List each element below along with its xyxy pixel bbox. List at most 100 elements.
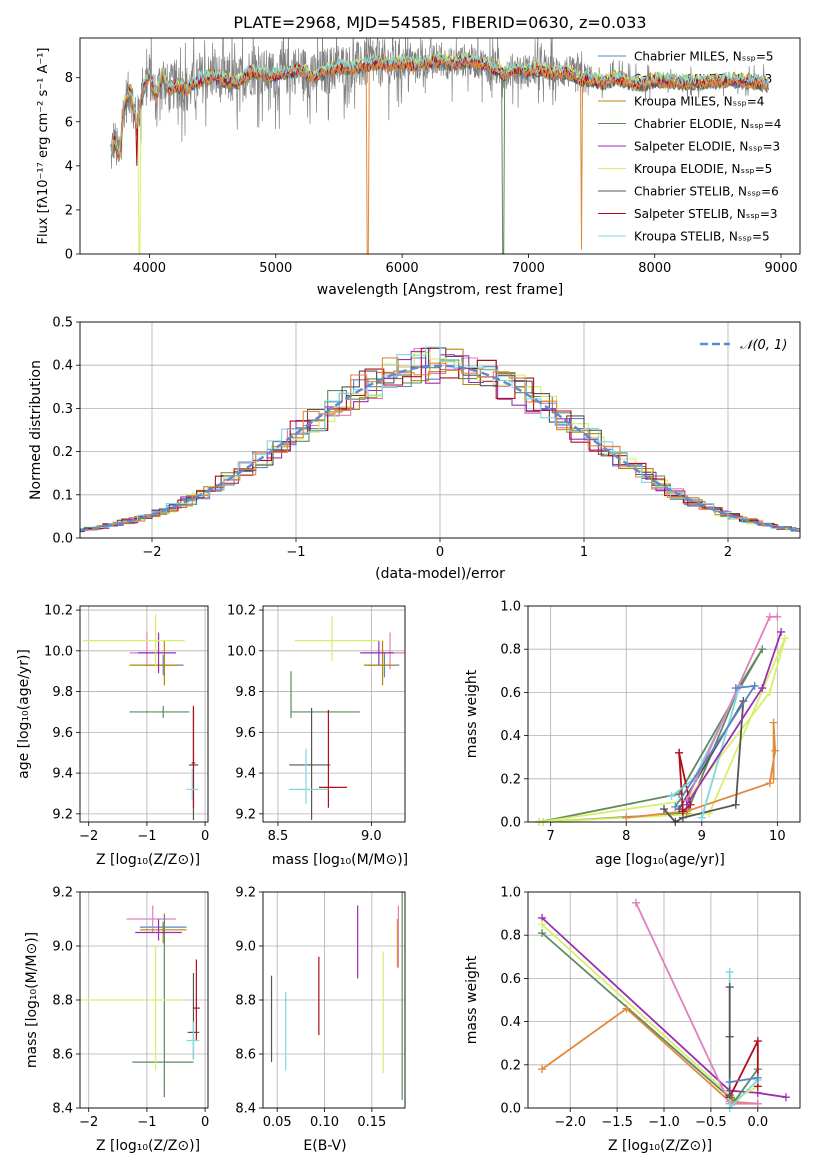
tick-label-y: 1.0 [500, 600, 521, 615]
axes-spectrum: 4000 5000 6000 7000 8000 9000 0 2 4 6 8 [65, 38, 798, 276]
mass-weight-line [541, 923, 759, 1101]
mass-weight-point [725, 983, 734, 992]
tick-label-x: 1 [580, 545, 588, 560]
axes-mass_vs_ebv: 0.05 0.10 0.15 8.4 8.6 8.8 9.0 9.2 [235, 886, 405, 1130]
tick-label-y: 0.8 [500, 929, 521, 944]
tick-label-x: −1.0 [648, 1115, 680, 1130]
tick-label-y: 9.2 [235, 886, 256, 901]
axes-age_vs_Z: −2 −1 0 9.2 9.4 9.6 9.8 10.0 10.2 [44, 604, 209, 844]
tick-label-y: 8.6 [235, 1048, 256, 1063]
tick-label-y: 9.6 [235, 726, 256, 741]
mass-weight-point [678, 807, 687, 816]
tick-label-y: 8 [65, 71, 73, 86]
massweight-Z-ylabel: mass weight [464, 955, 480, 1044]
mass-weight-point [725, 1078, 734, 1087]
mass-weight-line [729, 1076, 758, 1083]
axes-frame [79, 605, 209, 823]
residual-histogram [80, 357, 800, 532]
tick-label-x: −1.5 [601, 1115, 633, 1130]
mass-weight-point [725, 1091, 734, 1100]
legend-label: Kroupa ELODIE, Nₛₛₚ=5 [634, 162, 772, 176]
tick-label-x: −2 [79, 1115, 98, 1130]
tick-label-y: 0.6 [500, 686, 521, 701]
tick-label-y: 0.4 [500, 1015, 521, 1030]
tick-label-x: 8000 [638, 261, 671, 276]
mass-weight-point [731, 800, 740, 809]
tick-label-x: 0 [436, 545, 444, 560]
mass-weight-point [781, 1093, 790, 1102]
tick-label-x: 10 [769, 829, 786, 844]
mass-weight-point [771, 746, 780, 755]
tick-label-y: 0.0 [52, 532, 73, 547]
mass-weight-point [777, 627, 786, 636]
tick-label-x: 0 [201, 1115, 209, 1130]
tick-label-y: 10.2 [227, 604, 256, 619]
massweight-age-ylabel: mass weight [464, 669, 480, 758]
tick-label-x: 5000 [259, 261, 292, 276]
tick-label-x: 4000 [133, 261, 166, 276]
tick-label-y: 10.0 [44, 644, 73, 659]
tick-label-x: 9000 [765, 261, 798, 276]
mass-weight-line [541, 1007, 758, 1105]
axes-frame [527, 891, 801, 1109]
tick-label-y: 0.0 [500, 816, 521, 831]
mass-weight-point [671, 802, 680, 811]
gaussian-curve [79, 364, 801, 532]
mass-weight-point [622, 813, 631, 822]
mass-weight-point [675, 748, 684, 757]
tick-label-x: −1 [137, 829, 156, 844]
mass-weight-point [725, 967, 734, 976]
mass-weight-point [725, 1032, 734, 1041]
mass-weight-point [753, 1037, 762, 1046]
mass-weight-point [773, 612, 782, 621]
tick-label-y: 0.4 [52, 359, 73, 374]
tick-label-y: 0.2 [500, 1058, 521, 1073]
tick-label-y: 0.5 [52, 316, 73, 331]
mass-vs-ebv-xlabel: E(B-V) [303, 1138, 346, 1154]
axes-frame [262, 605, 406, 823]
tick-label-y: 0.8 [500, 643, 521, 658]
legend-label: 𝒩(0, 1) [740, 338, 787, 353]
mass-weight-point [697, 813, 706, 822]
residual-histogram [80, 346, 800, 533]
mass-weight-point [765, 779, 774, 788]
mass-weight-point [538, 929, 547, 938]
mass-weight-point [631, 898, 640, 907]
legend-label: Chabrier MILES, Nₛₛₚ=5 [634, 50, 774, 64]
axes-frame [79, 37, 801, 255]
mass-weight-point [622, 1004, 631, 1013]
spectrum-xlabel: wavelength [Angstrom, rest frame] [317, 282, 563, 298]
tick-label-y: 9.4 [52, 767, 73, 782]
tick-label-y: 8.8 [235, 994, 256, 1009]
mass-weight-point [769, 774, 778, 783]
axes-frame [527, 605, 801, 823]
tick-label-y: 6 [65, 115, 73, 130]
tick-label-y: 0.1 [52, 488, 73, 503]
axes-frame [79, 891, 209, 1109]
mass-weight-point [667, 792, 676, 801]
tick-label-y: 9.6 [52, 726, 73, 741]
axes-residuals: −2 −1 0 1 2 0.0 0.1 0.2 0.3 0.4 0.5 [52, 316, 801, 560]
tick-label-x: −1 [286, 545, 305, 560]
legend-label: Salpeter ELODIE, Nₛₛₚ=3 [634, 140, 780, 154]
axes-frame [262, 891, 406, 1109]
legend-label: Salpeter STELIB, Nₛₛₚ=3 [634, 207, 778, 221]
tick-label-x: 8 [622, 829, 630, 844]
age-vs-Z-xlabel: Z [log₁₀(Z/Z⊙)] [96, 852, 200, 868]
residuals-ylabel: Normed distribution [28, 360, 44, 500]
tick-label-y: 9.2 [52, 886, 73, 901]
axes-massweight_vs_age: 7 8 9 10 0.0 0.2 0.4 0.6 0.8 1.0 [500, 600, 800, 844]
tick-label-x: 9 [698, 829, 706, 844]
age-vs-Z-ylabel: age [log₁₀(age/yr)] [16, 649, 32, 779]
tick-label-x: 8.5 [268, 829, 289, 844]
tick-label-x: 0.0 [747, 1115, 768, 1130]
axes-frame [79, 321, 801, 539]
mass-weight-line [626, 722, 777, 819]
legend-label: Kroupa MILES, Nₛₛₚ=4 [634, 95, 764, 109]
mass-vs-Z-ylabel: mass [log₁₀(M/M⊙)] [24, 932, 40, 1068]
mass-weight-point [750, 681, 759, 690]
tick-label-y: 9.8 [52, 685, 73, 700]
mass-weight-point [765, 612, 774, 621]
mass-weight-point [753, 1099, 762, 1108]
tick-label-x: −2 [142, 545, 161, 560]
